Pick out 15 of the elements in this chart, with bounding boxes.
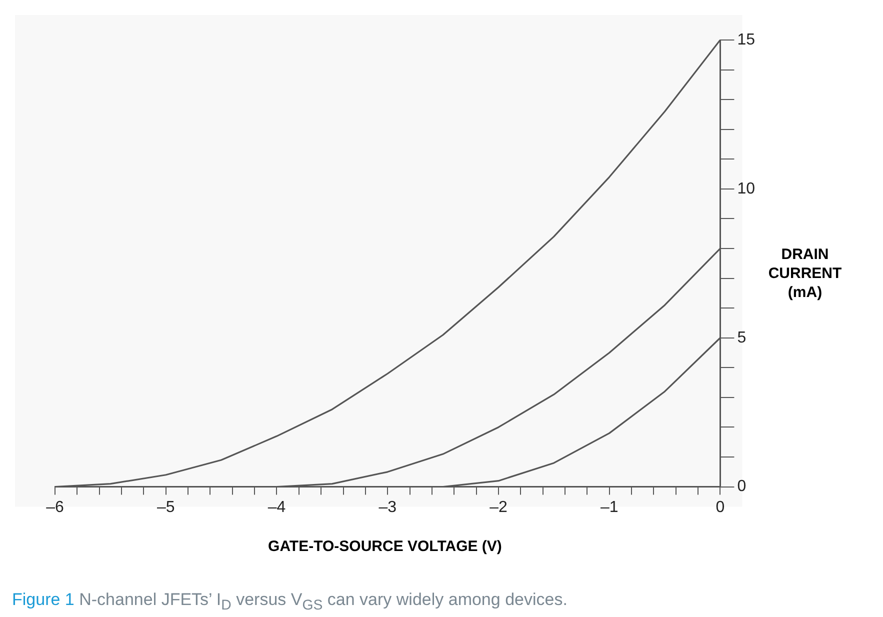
x-tick-label: –2 xyxy=(490,498,508,516)
x-tick-label: –6 xyxy=(46,498,64,516)
x-tick-label: –1 xyxy=(600,498,618,516)
y-tick-label: 10 xyxy=(737,180,756,198)
y-tick-label: 0 xyxy=(737,478,746,496)
x-axis-title: GATE-TO-SOURCE VOLTAGE (V) xyxy=(267,538,503,555)
x-tick-label: 0 xyxy=(716,498,725,516)
x-tick-label: –5 xyxy=(156,498,175,516)
x-tick-label: –4 xyxy=(268,498,286,516)
y-tick-label: 5 xyxy=(737,329,746,346)
y-tick-label: 15 xyxy=(737,31,756,48)
x-tick-label: –3 xyxy=(378,498,397,516)
caption: Figure 1 xyxy=(12,590,74,609)
text: N-channel JFETs’ I$_{D}$ versus V$_{GS}$ can vary widely among devices. xyxy=(79,590,568,614)
y-axis-title: DRAIN CURRENT (mA) xyxy=(767,245,843,302)
